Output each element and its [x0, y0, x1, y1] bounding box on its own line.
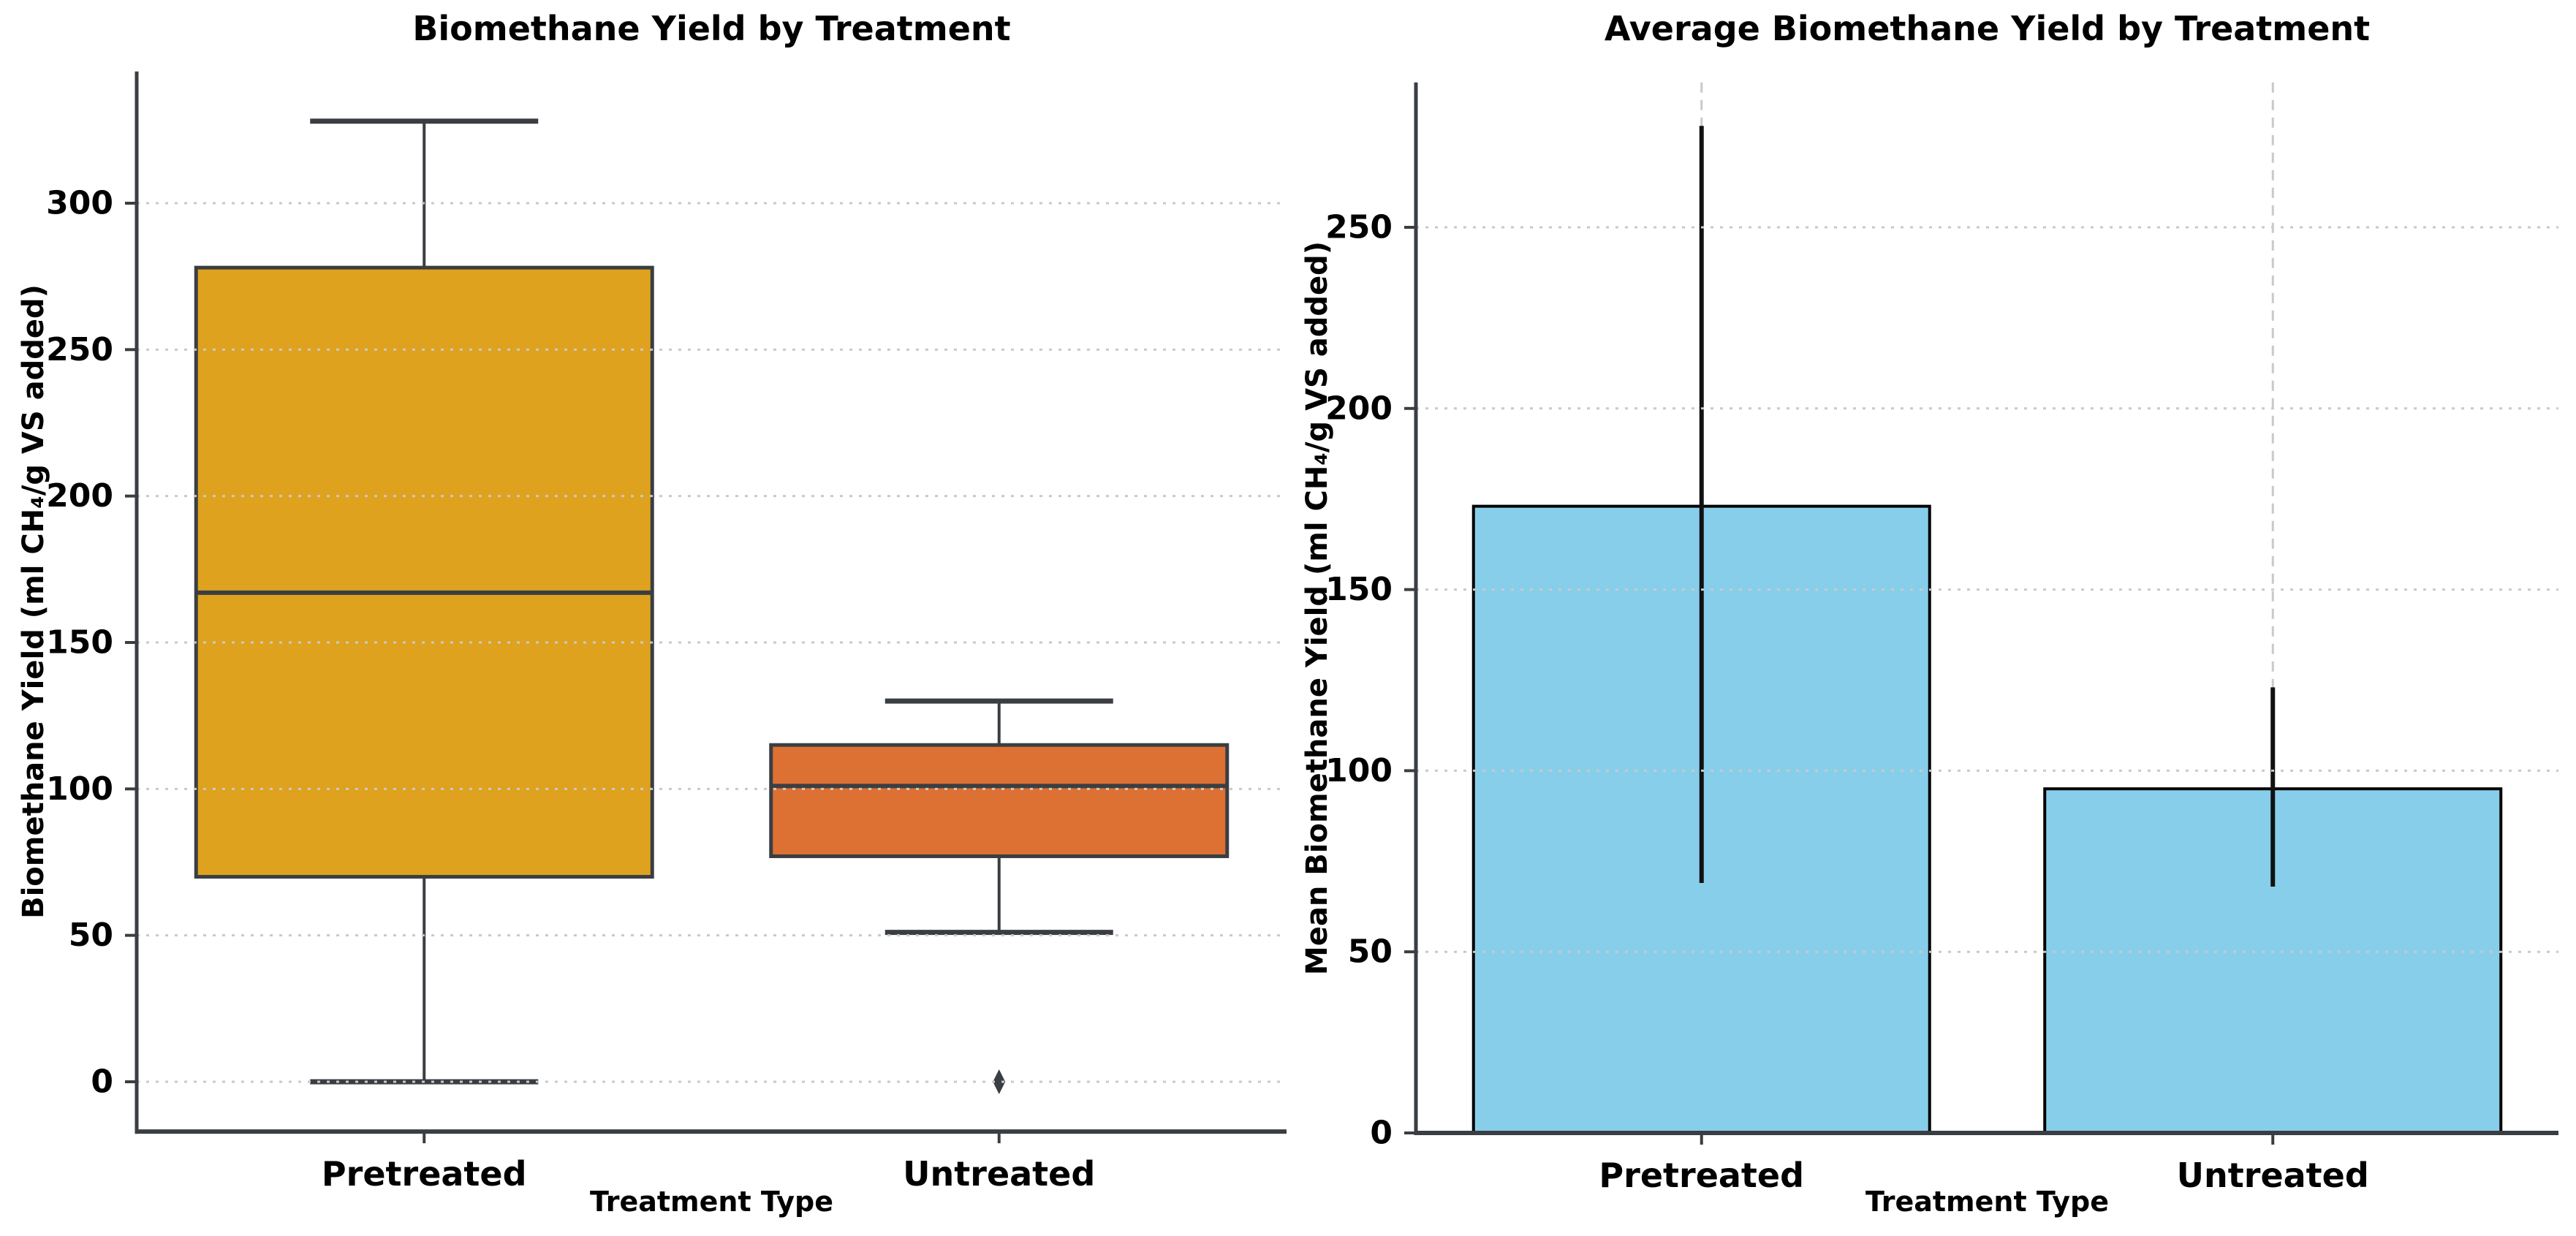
x-tick-label: Untreated: [903, 1154, 1095, 1194]
x-tick-label: Untreated: [2177, 1156, 2369, 1195]
right-x-axis-label: Treatment Type: [1865, 1186, 2110, 1218]
right-chart-title: Average Biomethane Yield by Treatment: [1604, 9, 2371, 48]
y-tick-label: 100: [1325, 752, 1393, 789]
y-tick-label: 200: [46, 477, 113, 515]
y-tick-label: 250: [1325, 209, 1393, 246]
x-tick-label: Pretreated: [322, 1154, 527, 1194]
left-x-axis-label: Treatment Type: [589, 1186, 834, 1218]
left-y-axis-label: Biomethane Yield (ml CH₄/g VS added): [17, 284, 50, 919]
x-tick-label: Pretreated: [1599, 1156, 1804, 1195]
right-y-axis-label: Mean Biomethane Yield (ml CH₄/g VS added…: [1300, 240, 1334, 976]
y-tick-label: 250: [46, 331, 113, 368]
y-tick-label: 100: [46, 770, 113, 808]
y-tick-label: 0: [91, 1064, 113, 1101]
box-pretreated: [194, 265, 654, 879]
y-tick-label: 150: [1325, 571, 1393, 608]
left-chart-title: Biomethane Yield by Treatment: [412, 9, 1011, 48]
y-tick-label: 50: [1348, 933, 1393, 971]
y-tick-label: 300: [46, 184, 113, 221]
box-untreated: [769, 743, 1230, 858]
y-tick-label: 150: [46, 623, 113, 661]
y-tick-label: 0: [1370, 1115, 1393, 1152]
right-chart-panel: 0 50 100 150 200 250 Pretreated Untreated: [1325, 82, 2558, 1195]
outlier-diamond-untreated: [993, 1069, 1006, 1094]
left-chart-panel: 0 50 100 150 200 250 300 Pretreated Untreated: [46, 71, 1287, 1194]
y-tick-label: 200: [1325, 390, 1393, 427]
y-tick-label: 50: [69, 917, 113, 954]
